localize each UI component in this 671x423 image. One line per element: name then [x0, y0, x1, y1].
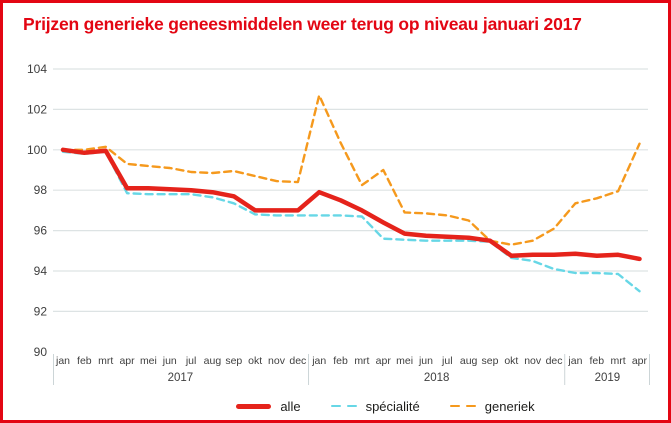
y-tick-label: 102: [27, 102, 47, 116]
dash-segment: [346, 404, 357, 408]
x-month-label: okt: [504, 355, 518, 367]
x-month-label: apr: [632, 355, 648, 367]
x-month-label: mei: [140, 355, 157, 367]
x-month-label: dec: [546, 355, 563, 367]
x-year-label: 2017: [168, 372, 194, 384]
x-year-label: 2019: [595, 372, 621, 384]
x-month-label: jan: [567, 355, 582, 367]
dash-segment: [465, 404, 476, 408]
y-tick-label: 92: [34, 304, 48, 318]
x-month-label: feb: [77, 355, 92, 367]
y-tick-label: 100: [27, 143, 47, 157]
dash-segment: [449, 404, 460, 408]
legend-item-specialite: spécialité: [330, 398, 420, 414]
series-line-alle: [60, 147, 642, 262]
x-year-label: 2018: [424, 372, 450, 384]
y-tick-label: 98: [34, 183, 48, 197]
x-month-label: nov: [268, 355, 286, 367]
chart-legend: alle spécialité generiek: [103, 396, 668, 416]
legend-label-generiek: generiek: [484, 398, 535, 414]
series-line-generiek: [61, 94, 641, 246]
x-month-label: aug: [204, 355, 222, 367]
x-month-label: aug: [460, 355, 478, 367]
legend-item-generiek: generiek: [449, 398, 535, 414]
x-month-label: jul: [185, 355, 197, 367]
x-month-label: jan: [311, 355, 326, 367]
legend-swatch-specialite-dashed-line: [330, 404, 357, 408]
dash-segment: [330, 404, 341, 408]
x-month-label: okt: [248, 355, 262, 367]
chart-title: Prijzen generieke geneesmiddelen weer te…: [23, 14, 582, 34]
y-tick-label: 96: [34, 224, 48, 238]
x-month-label: sep: [482, 355, 499, 367]
x-month-label: jul: [441, 355, 453, 367]
x-month-label: jun: [418, 355, 433, 367]
legend-swatch-alle-solid-line: [236, 403, 272, 409]
series-line-specialite: [61, 150, 641, 293]
x-month-label: mrt: [98, 355, 113, 367]
x-month-label: feb: [333, 355, 348, 367]
y-tick-label: 94: [34, 264, 48, 278]
x-month-label: nov: [524, 355, 542, 367]
x-month-label: dec: [289, 355, 306, 367]
x-month-label: mrt: [354, 355, 369, 367]
legend-label-specialite: spécialité: [365, 398, 420, 414]
y-tick-label: 104: [27, 62, 47, 76]
x-month-label: jan: [55, 355, 70, 367]
x-month-label: feb: [589, 355, 604, 367]
x-month-label: mei: [396, 355, 413, 367]
legend-label-alle: alle: [280, 398, 301, 414]
x-month-label: jun: [162, 355, 177, 367]
x-month-label: apr: [119, 355, 135, 367]
x-month-label: sep: [225, 355, 242, 367]
legend-item-alle: alle: [236, 398, 301, 414]
x-month-label: apr: [376, 355, 392, 367]
legend-swatch-generiek-dashed-line: [449, 404, 476, 408]
y-tick-label: 90: [34, 345, 48, 359]
x-month-label: mrt: [611, 355, 626, 367]
